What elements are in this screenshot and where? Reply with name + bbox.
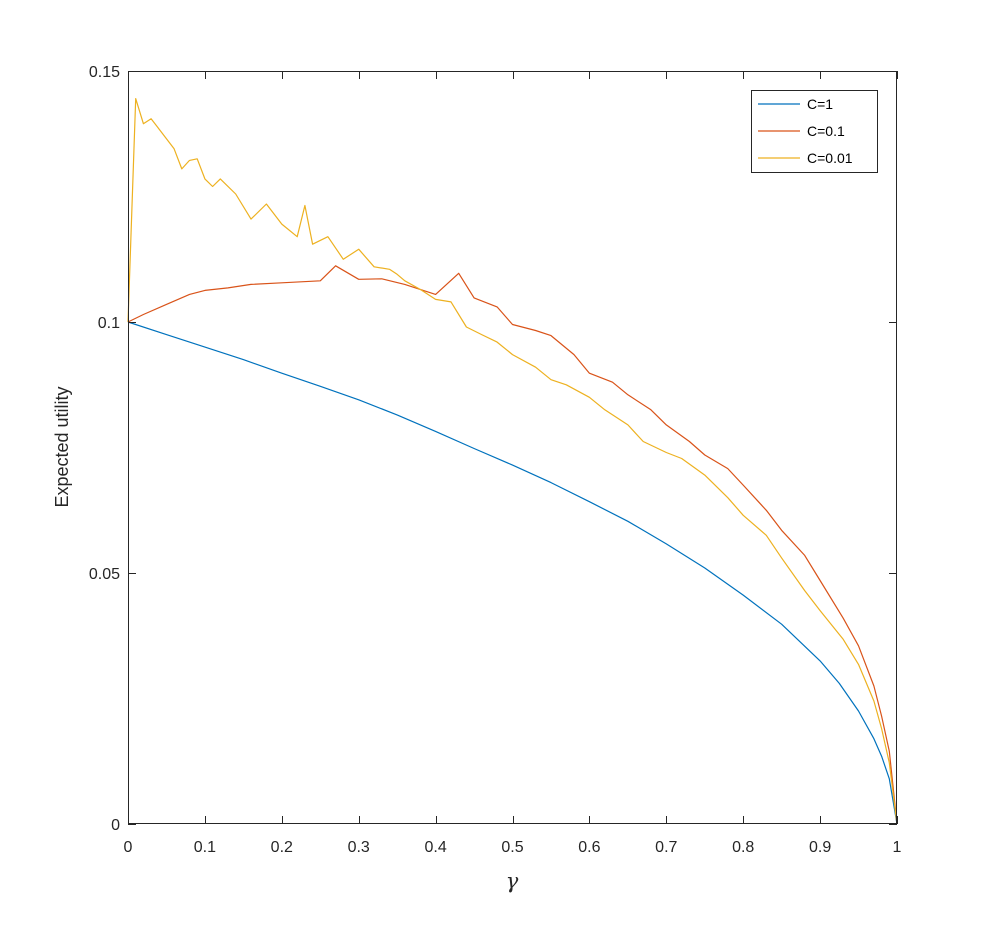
plot-area	[128, 71, 897, 824]
legend-label-0: C=1	[807, 96, 833, 112]
x-tick-label: 0.6	[578, 839, 600, 856]
y-tick-label: 0.1	[98, 315, 120, 332]
y-tick-label: 0.05	[89, 566, 120, 583]
x-tick-label: 0.8	[732, 839, 754, 856]
tick-layer: 0 0.1 0.2 0.3 0.4 0.5 0.6 0.7 0.8 0.9 1 0 0.05 0.1 0.1…	[89, 64, 902, 856]
x-axis-label: γ	[506, 869, 519, 893]
y-axis-label: Expected utility	[52, 386, 72, 507]
x-tick-label: 0	[124, 839, 133, 856]
legend: C=1 C=0.1 C=0.01	[751, 90, 878, 173]
x-tick-label: 0.9	[809, 839, 831, 856]
x-tick-label: 0.2	[271, 839, 293, 856]
x-tick-label: 0.7	[655, 839, 677, 856]
series-line-1	[127, 265, 898, 825]
y-tick-label: 0.15	[89, 64, 120, 81]
legend-label-2: C=0.01	[807, 150, 853, 166]
series-line-0	[127, 321, 898, 825]
series-layer	[127, 97, 898, 825]
series-line-2	[127, 97, 898, 825]
axes-box	[128, 71, 897, 824]
x-tick-label: 0.3	[348, 839, 370, 856]
x-tick-label: 1	[893, 839, 902, 856]
y-tick-label: 0	[111, 817, 120, 834]
x-tick-label: 0.4	[424, 839, 446, 856]
x-tick-label: 0.5	[501, 839, 523, 856]
legend-label-1: C=0.1	[807, 123, 845, 139]
x-tick-label: 0.1	[194, 839, 216, 856]
